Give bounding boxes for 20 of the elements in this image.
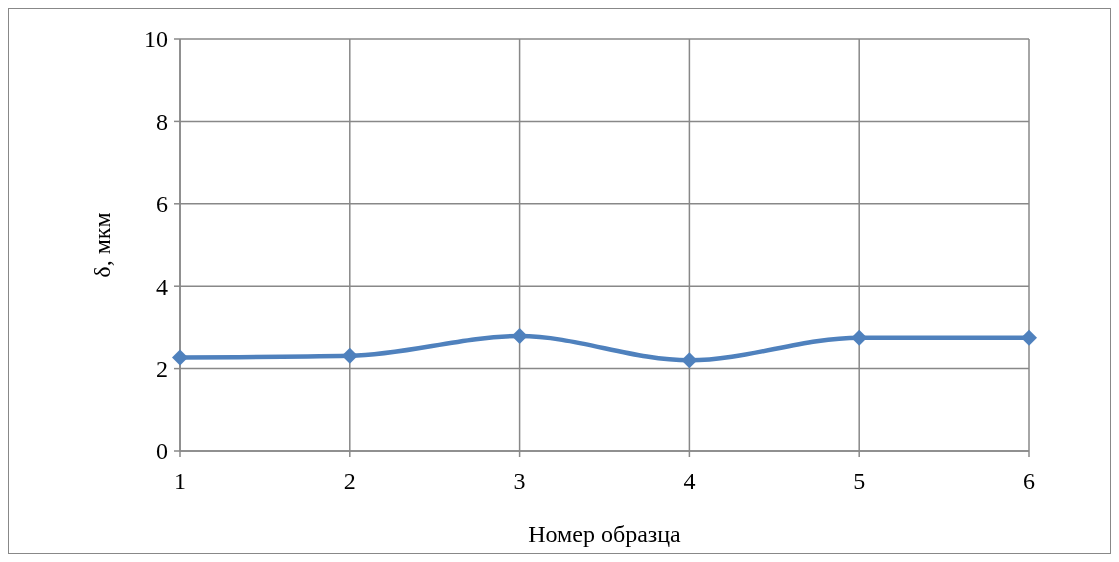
x-axis-title: Номер образца bbox=[528, 521, 682, 547]
y-tick-label: 8 bbox=[156, 108, 168, 135]
x-tick-label: 1 bbox=[174, 468, 186, 494]
point bbox=[511, 328, 528, 345]
x-tick-label: 6 bbox=[1023, 468, 1035, 494]
point bbox=[681, 352, 698, 369]
y-axis-title: δ, мкм bbox=[89, 212, 115, 278]
point bbox=[1021, 329, 1037, 346]
x-tick-label: 2 bbox=[343, 468, 356, 494]
x-tick-label: 5 bbox=[853, 468, 866, 494]
x-tick-label: 3 bbox=[513, 468, 526, 494]
y-tick-label: 6 bbox=[156, 191, 168, 218]
y-tick-label: 10 bbox=[144, 26, 168, 53]
point bbox=[172, 349, 188, 366]
x-tick-label: 4 bbox=[683, 468, 696, 494]
point bbox=[341, 347, 358, 364]
point bbox=[851, 329, 868, 346]
y-tick-label: 0 bbox=[156, 438, 168, 465]
y-tick-label: 2 bbox=[156, 356, 168, 382]
y-tick-label: 4 bbox=[156, 273, 168, 300]
